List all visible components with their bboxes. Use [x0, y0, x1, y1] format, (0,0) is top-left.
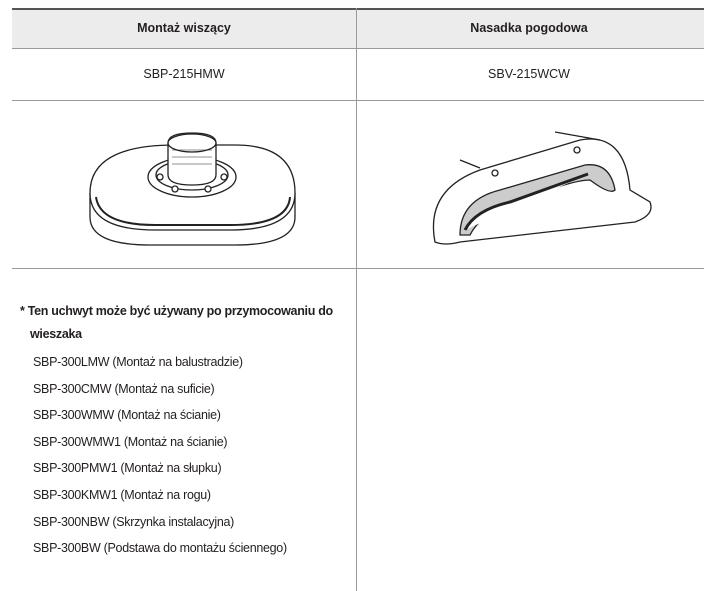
list-item: SBP-300LMW (Montaż na balustradzie): [33, 355, 243, 369]
rule: [12, 268, 704, 269]
column-divider: [356, 8, 357, 591]
rule: [12, 100, 704, 101]
header-cell: Nasadka pogodowa: [470, 21, 588, 35]
list-item: SBP-300PMW1 (Montaż na słupku): [33, 461, 222, 476]
model-cell: SBV-215WCW: [488, 67, 570, 81]
rule: [12, 48, 704, 49]
header-cell: Montaż wiszący: [137, 21, 231, 35]
list-item: SBP-300WMW (Montaż na ścianie): [33, 408, 221, 423]
note: * Ten uchwyt może być używany po przymoc…: [20, 304, 333, 341]
list-item: SBP-300CMW (Montaż na suficie): [33, 381, 215, 396]
list-item: SBP-300NBW (Skrzynka instalacyjna): [33, 514, 234, 529]
list-item: SBP-300KMW1 (Montaż na rogu): [33, 488, 211, 502]
rule: [12, 8, 704, 10]
header-bg: [357, 9, 704, 48]
list-item: SBP-300BW (Podstawa do montażu ściennego…: [33, 541, 287, 556]
model-cell: SBP-215HMW: [143, 67, 225, 81]
header-bg: [12, 9, 356, 48]
hood-image: [432, 131, 652, 245]
mount-image: [89, 132, 296, 246]
list-item: SBP-300WMW1 (Montaż na ścianie): [33, 434, 228, 449]
